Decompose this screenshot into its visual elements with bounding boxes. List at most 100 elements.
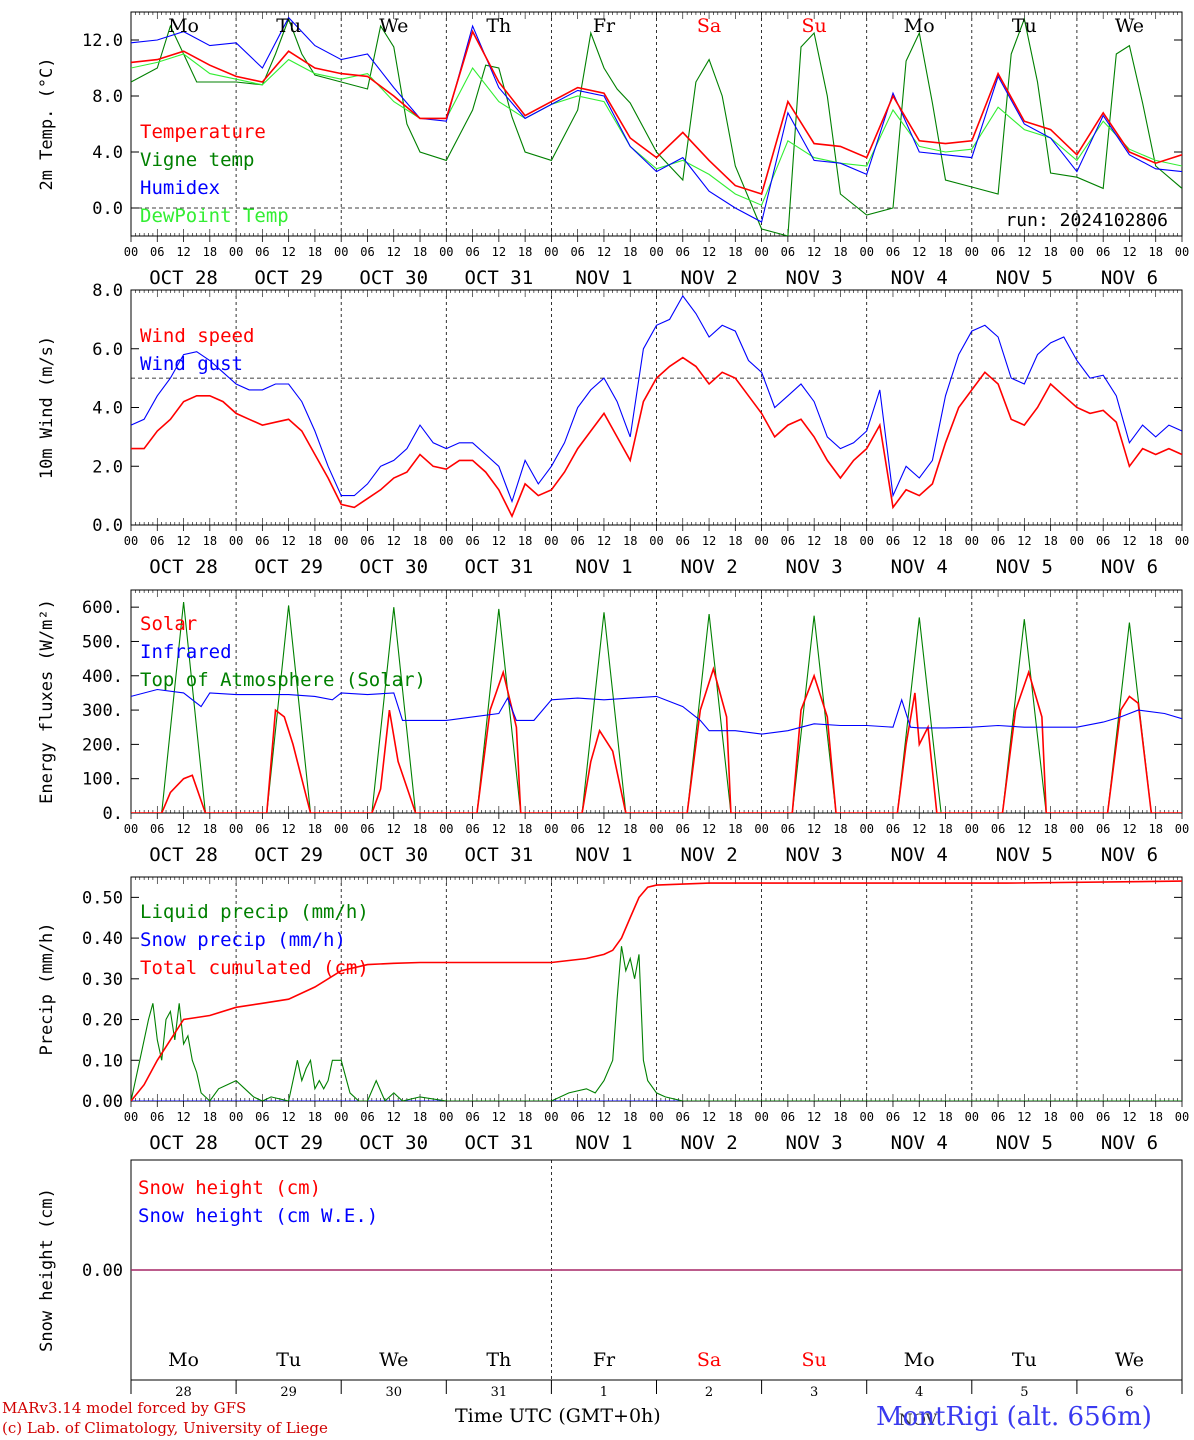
y-tick-label: 500.	[82, 632, 123, 652]
date-label: OCT 31	[465, 844, 534, 866]
hour-tick-label: 12	[807, 1110, 821, 1124]
y-tick-label: 600.	[82, 598, 123, 618]
hour-tick-label: 18	[1043, 822, 1057, 836]
hour-tick-label: 00	[439, 1110, 453, 1124]
hour-tick-label: 18	[308, 822, 322, 836]
hour-tick-label: 12	[1017, 534, 1031, 548]
hour-tick-label: 06	[886, 1110, 900, 1124]
y-tick-label: 300.	[82, 701, 123, 721]
hour-tick-label: 18	[623, 1110, 637, 1124]
hour-tick-label: 18	[728, 534, 742, 548]
y-tick-label: 8.0	[92, 281, 123, 301]
hour-tick-label: 18	[938, 1110, 952, 1124]
legend-entry: Liquid precip (mm/h)	[140, 901, 369, 923]
date-label: OCT 30	[359, 267, 428, 289]
hour-tick-label: 12	[912, 822, 926, 836]
hour-tick-label: 00	[439, 822, 453, 836]
hour-tick-label: 12	[387, 534, 401, 548]
series-line-green	[131, 601, 1182, 813]
hour-tick-label: 00	[649, 822, 663, 836]
day-number-label: 31	[491, 1385, 508, 1400]
series-line-blue	[131, 16, 1182, 223]
hour-tick-label: 12	[492, 1110, 506, 1124]
date-label: OCT 28	[149, 844, 218, 866]
weekday-label: We	[1115, 15, 1144, 37]
footer-lab-line: (c) Lab. of Climatology, University of L…	[2, 1419, 328, 1437]
date-label: OCT 30	[359, 1132, 428, 1154]
hour-tick-label: 00	[439, 534, 453, 548]
date-label: OCT 29	[254, 1132, 323, 1154]
hour-tick-label: 12	[912, 534, 926, 548]
hour-tick-label: 00	[334, 1110, 348, 1124]
hour-tick-label: 18	[833, 1110, 847, 1124]
hour-tick-label: 12	[492, 534, 506, 548]
hour-tick-label: 00	[229, 245, 243, 259]
hour-tick-label: 12	[1017, 1110, 1031, 1124]
y-tick-label: 0.20	[82, 1011, 123, 1031]
time-axis-label: Time UTC (GMT+0h)	[455, 1405, 661, 1427]
hour-tick-label: 18	[1148, 245, 1162, 259]
date-label: NOV 1	[575, 267, 632, 289]
hour-tick-label: 06	[1096, 822, 1110, 836]
series-line-red	[131, 356, 1182, 519]
hour-tick-label: 00	[1070, 245, 1084, 259]
series-line-blue	[131, 688, 1182, 735]
hour-tick-label: 00	[1175, 534, 1189, 548]
hour-tick-label: 06	[150, 1110, 164, 1124]
hour-tick-label: 06	[1096, 534, 1110, 548]
weekday-label: Tu	[1012, 1349, 1037, 1371]
date-label: NOV 6	[1101, 556, 1158, 578]
hour-tick-label: 06	[360, 534, 374, 548]
hour-tick-label: 06	[886, 534, 900, 548]
y-tick-label: 0.10	[82, 1051, 123, 1071]
hour-tick-label: 18	[623, 822, 637, 836]
y-tick-label: 400.	[82, 667, 123, 687]
y-tick-label: 4.0	[92, 143, 123, 163]
day-number-label: 2	[705, 1385, 713, 1400]
date-label: OCT 28	[149, 1132, 218, 1154]
run-label: run: 2024102806	[1005, 210, 1168, 231]
hour-tick-label: 00	[229, 534, 243, 548]
legend-entry: DewPoint Temp	[140, 205, 289, 227]
hour-tick-label: 00	[649, 534, 663, 548]
hour-tick-label: 06	[991, 822, 1005, 836]
hour-tick-label: 06	[781, 245, 795, 259]
hour-tick-label: 00	[1070, 534, 1084, 548]
date-label: NOV 5	[996, 844, 1053, 866]
hour-tick-label: 00	[439, 245, 453, 259]
legend-entry: Snow precip (mm/h)	[140, 929, 346, 951]
hour-tick-label: 12	[176, 245, 190, 259]
date-label: NOV 5	[996, 556, 1053, 578]
hour-tick-label: 18	[623, 534, 637, 548]
hour-tick-label: 12	[1017, 822, 1031, 836]
date-label: NOV 3	[786, 844, 843, 866]
date-label: NOV 2	[680, 1132, 737, 1154]
hour-tick-label: 12	[1017, 245, 1031, 259]
legend-entry: Wind speed	[140, 325, 254, 347]
hour-tick-label: 00	[229, 822, 243, 836]
hour-tick-label: 18	[1148, 822, 1162, 836]
date-label: OCT 29	[254, 556, 323, 578]
date-label: NOV 4	[891, 1132, 948, 1154]
hour-tick-label: 18	[308, 245, 322, 259]
hour-tick-label: 06	[781, 822, 795, 836]
hour-tick-label: 18	[1148, 1110, 1162, 1124]
date-label: OCT 31	[465, 556, 534, 578]
hour-tick-label: 12	[912, 245, 926, 259]
weekday-label: Su	[802, 1349, 827, 1371]
weekday-label: Su	[802, 15, 827, 37]
hour-tick-label: 12	[912, 1110, 926, 1124]
hour-tick-label: 18	[938, 534, 952, 548]
date-label: NOV 2	[680, 844, 737, 866]
hour-tick-label: 06	[150, 534, 164, 548]
hour-tick-label: 12	[281, 245, 295, 259]
date-label: OCT 30	[359, 556, 428, 578]
y-axis-label: 2m Temp. (°C)	[37, 57, 57, 190]
hour-tick-label: 06	[781, 1110, 795, 1124]
hour-tick-label: 00	[124, 822, 138, 836]
weekday-label: Fr	[593, 15, 616, 37]
hour-tick-label: 18	[833, 534, 847, 548]
hour-tick-label: 12	[702, 822, 716, 836]
hour-tick-label: 06	[255, 534, 269, 548]
